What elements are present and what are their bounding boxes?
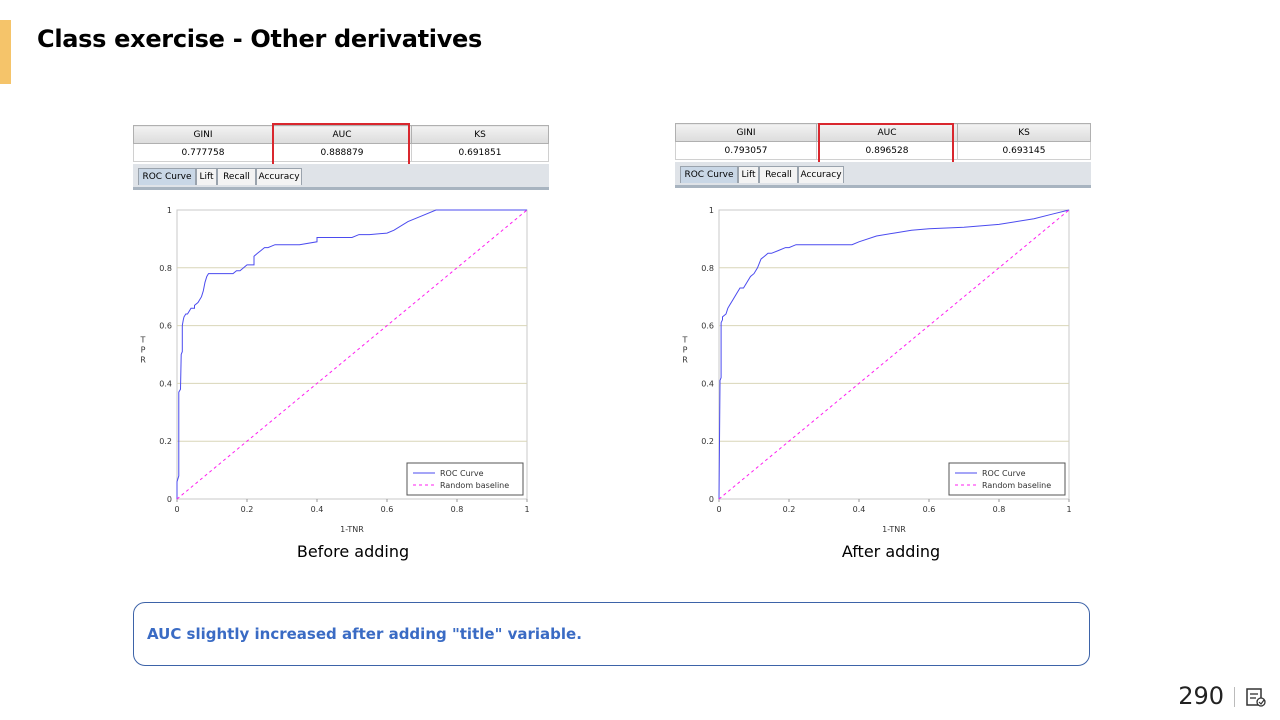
y-tick-label: 0	[709, 495, 714, 504]
x-tick-label: 0.6	[381, 505, 394, 514]
roc-curve-line	[718, 209, 1070, 500]
tab-lift[interactable]: Lift	[738, 166, 759, 183]
roc-panel-before: GINI AUC KS 0.777758 0.888879 0.691851 R…	[133, 123, 549, 565]
x-tick-label: 0	[716, 505, 721, 514]
tab-roc-curve[interactable]: ROC Curve	[680, 166, 738, 183]
x-tick-label: 0.2	[241, 505, 254, 514]
y-tick-label: 0.6	[159, 322, 172, 331]
tab-recall[interactable]: Recall	[759, 166, 798, 183]
tab-strip: ROC Curve Lift Recall Accuracy	[133, 164, 549, 190]
legend-label: ROC Curve	[982, 469, 1026, 478]
x-axis-label: 1-TNR	[882, 525, 906, 534]
roc-chart-after: 0 0.2 0.4 0.6 0.8 1 0 0.2 0.4 0.6 0.8 1 1-TNR T P R ROC …	[682, 206, 1072, 534]
x-tick-label: 1	[1066, 505, 1071, 514]
panel-caption: After adding	[841, 542, 941, 561]
auc-highlight-box	[272, 123, 410, 166]
x-tick-label: 0.2	[783, 505, 796, 514]
page-number: 290	[1178, 682, 1224, 710]
tab-accuracy[interactable]: Accuracy	[256, 168, 302, 185]
gini-value: 0.793057	[675, 141, 817, 160]
metric-header: KS	[957, 123, 1091, 142]
y-tick-label: 0.4	[701, 379, 714, 388]
x-axis-label: 1-TNR	[340, 525, 364, 534]
tab-strip: ROC Curve Lift Recall Accuracy	[675, 162, 1091, 188]
y-tick-label: 0.2	[701, 437, 714, 446]
metric-header: GINI	[133, 125, 273, 144]
auc-value: 0.896528	[816, 141, 958, 160]
notes-icon[interactable]	[1245, 686, 1267, 708]
ks-value: 0.693145	[957, 141, 1091, 160]
note-box: AUC slightly increased after adding "tit…	[133, 602, 1090, 666]
gini-value: 0.777758	[133, 143, 273, 162]
title-accent-bar	[0, 20, 11, 84]
metrics-table-after: GINI AUC KS 0.793057 0.896528 0.693145	[675, 123, 1091, 160]
x-tick-label: 0.4	[311, 505, 324, 514]
y-tick-label: 1	[709, 206, 714, 215]
x-tick-label: 0.4	[853, 505, 866, 514]
legend-label: Random baseline	[982, 481, 1051, 490]
y-tick-label: 0.8	[701, 264, 714, 273]
page-separator	[1234, 687, 1235, 707]
tab-recall[interactable]: Recall	[217, 168, 256, 185]
roc-chart-before: 0 0.2 0.4 0.6 0.8 1 0 0.2 0.4 0.6 0.8 1 1-TNR T P R ROC …	[140, 206, 530, 534]
metric-header: GINI	[675, 123, 817, 142]
note-text: AUC slightly increased after adding "tit…	[147, 625, 582, 643]
panel-caption: Before adding	[296, 542, 410, 561]
x-tick-label: 1	[524, 505, 529, 514]
random-baseline-line	[718, 209, 1070, 500]
random-baseline-line	[176, 209, 528, 500]
legend-box	[948, 462, 1066, 496]
x-tick-label: 0	[174, 505, 179, 514]
roc-panel-after: GINI AUC KS 0.793057 0.896528 0.693145 R…	[675, 123, 1091, 565]
y-tick-label: 0.6	[701, 322, 714, 331]
y-tick-label: 0.8	[159, 264, 172, 273]
x-tick-label: 0.6	[923, 505, 936, 514]
y-tick-label: 1	[167, 206, 172, 215]
metric-header: AUC	[272, 125, 412, 144]
legend-label: ROC Curve	[440, 469, 484, 478]
legend-label: Random baseline	[440, 481, 509, 490]
auc-highlight-box	[818, 123, 954, 166]
x-tick-label: 0.8	[993, 505, 1006, 514]
tab-accuracy[interactable]: Accuracy	[798, 166, 844, 183]
y-tick-label: 0.2	[159, 437, 172, 446]
slide-title: Class exercise - Other derivatives	[37, 25, 483, 53]
roc-curve-line	[176, 209, 527, 499]
legend-box	[406, 462, 524, 496]
ks-value: 0.691851	[411, 143, 549, 162]
tab-roc-curve[interactable]: ROC Curve	[138, 168, 196, 185]
y-tick-label: 0.4	[159, 379, 172, 388]
metric-header: KS	[411, 125, 549, 144]
tab-lift[interactable]: Lift	[196, 168, 217, 185]
x-tick-label: 0.8	[451, 505, 464, 514]
y-tick-label: 0	[167, 495, 172, 504]
